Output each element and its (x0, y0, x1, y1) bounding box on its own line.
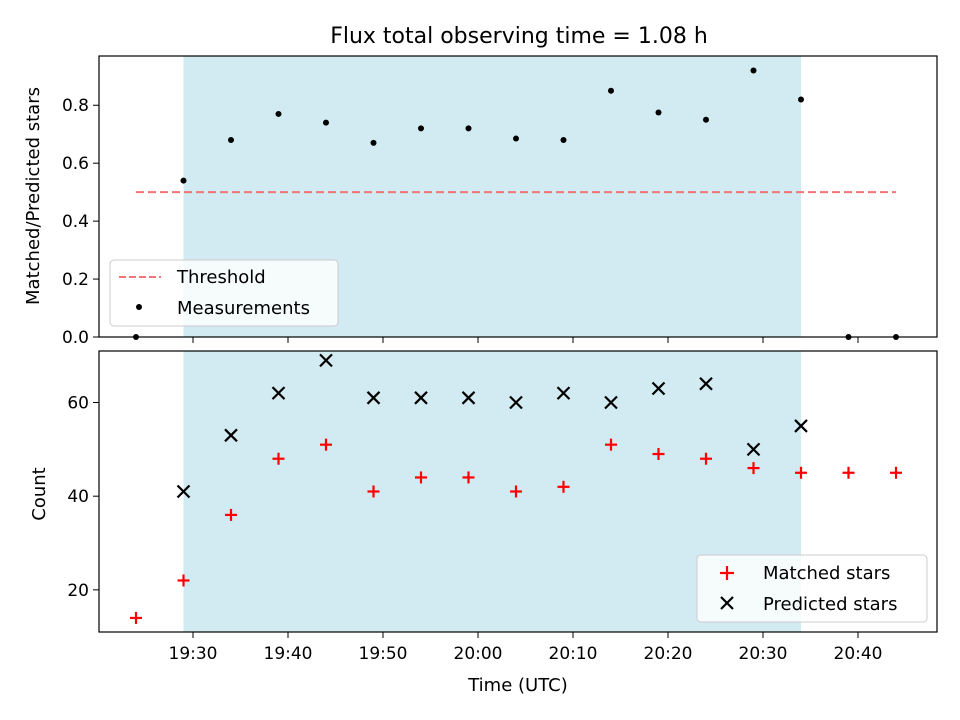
measurement-point (370, 139, 377, 146)
predicted-star-point (271, 386, 286, 400)
top-legend: Threshold Measurements (109, 259, 339, 327)
predicted-star-stroke-b (271, 386, 286, 400)
measurement-point (323, 119, 329, 126)
predicted-star-stroke-b (319, 353, 333, 368)
matched-star-point (795, 466, 807, 479)
predicted-star-point (746, 442, 761, 457)
top-ytick-label: 0.8 (62, 96, 89, 116)
chart-title: Flux total observing time = 1.08 h (330, 24, 708, 49)
predicted-star-point (651, 381, 666, 396)
predicted-star-stroke-b (176, 484, 191, 499)
measurement-point (703, 116, 709, 123)
predicted-star-stroke-b (651, 381, 666, 396)
top-ylabel: Matched/Predicted stars (23, 87, 44, 305)
predicted-star-stroke-b (366, 391, 381, 405)
predicted-star-point (176, 484, 191, 499)
bottom-ytick-label: 20 (67, 581, 89, 601)
matched-star-point (320, 438, 332, 451)
matched-star-point (272, 452, 285, 465)
predicted-star-stroke-b (414, 391, 428, 405)
bottom-xtick-label: 20:10 (549, 644, 598, 664)
matched-star-point (367, 485, 380, 498)
matched-star-point (462, 471, 475, 484)
legend-predicted-label: Predicted stars (763, 594, 897, 615)
bottom-xtick-label: 19:40 (264, 644, 313, 664)
predicted-star-point (556, 386, 571, 400)
matched-star-point (700, 452, 712, 465)
matched-star-point (652, 448, 665, 461)
legend-matched-label: Matched stars (763, 563, 890, 584)
measurement-point (418, 125, 424, 132)
matched-star-point (842, 466, 855, 479)
top-plot-frame (98, 55, 938, 338)
bottom-xtick-label: 20:30 (739, 644, 788, 664)
top-ytick-label: 0.4 (62, 212, 89, 232)
top-ytick-label: 0.2 (62, 270, 89, 290)
predicted-star-stroke-b (746, 442, 761, 457)
predicted-star-point (366, 391, 381, 405)
measurement-point (180, 177, 187, 184)
legend-threshold-label: Threshold (176, 267, 266, 288)
predicted-star-stroke-b (224, 428, 238, 443)
legend-matched-swatch (720, 566, 734, 580)
predicted-star-stroke-b (604, 395, 618, 410)
predicted-star-point (794, 419, 808, 433)
top-legend-box (109, 259, 339, 327)
measurement-point (798, 96, 804, 103)
measurement-point (608, 87, 614, 94)
matched-star-point (177, 574, 190, 587)
bottom-xtick-label: 20:00 (454, 644, 503, 664)
bottom-xtick-label: 20:20 (644, 644, 693, 664)
predicted-star-point (414, 391, 428, 405)
matched-star-point (605, 438, 617, 451)
predicted-star-point (604, 395, 618, 410)
bottom-plot-frame (98, 350, 938, 633)
top-ytick-label: 0.6 (62, 154, 89, 174)
top-panel: 0.00.20.40.60.8 Matched/Predicted stars … (23, 55, 938, 348)
bottom-ylabel: Count (29, 467, 50, 520)
bottom-xlabel: Time (UTC) (467, 675, 568, 696)
predicted-star-stroke-b (794, 419, 808, 433)
measurement-point (560, 137, 567, 144)
measurement-point (228, 137, 234, 144)
measurement-point (655, 109, 662, 116)
legend-measurement-swatch (136, 304, 142, 310)
predicted-star-stroke-b (556, 386, 571, 400)
top-ytick-label: 0.0 (62, 328, 89, 348)
matched-star-point (510, 485, 522, 498)
bottom-xtick-label: 19:50 (359, 644, 408, 664)
bottom-ytick-label: 60 (67, 394, 89, 414)
predicted-star-stroke-b (699, 377, 713, 391)
measurement-point (513, 135, 519, 142)
bottom-xtick-label: 19:30 (169, 644, 218, 664)
bottom-ytick-label: 40 (67, 487, 89, 507)
predicted-star-point (699, 377, 713, 391)
predicted-star-stroke-b (461, 391, 476, 405)
measurement-point (465, 125, 472, 132)
predicted-star-stroke-b (509, 395, 523, 410)
matched-star-point (225, 508, 237, 521)
bottom-legend: Matched stars Predicted stars (696, 554, 928, 623)
predicted-star-point (509, 395, 523, 410)
legend-measurements-label: Measurements (177, 298, 310, 319)
legend-predicted-swatch (720, 596, 734, 610)
predicted-star-point (224, 428, 238, 443)
matched-star-point (890, 466, 902, 479)
bottom-panel: 19:30 19:40 19:50 20:00 20:10 20:20 20:30 20:40… (29, 350, 938, 696)
measurement-point (750, 67, 757, 74)
matched-star-point (130, 611, 142, 624)
predicted-star-point (319, 353, 333, 368)
matched-star-point (747, 462, 760, 475)
measurement-point (275, 110, 282, 117)
bottom-xtick-label: 20:40 (834, 644, 883, 664)
matched-star-point (415, 471, 427, 484)
bottom-legend-box (696, 554, 928, 623)
matched-star-point (557, 480, 570, 493)
predicted-star-point (461, 391, 476, 405)
